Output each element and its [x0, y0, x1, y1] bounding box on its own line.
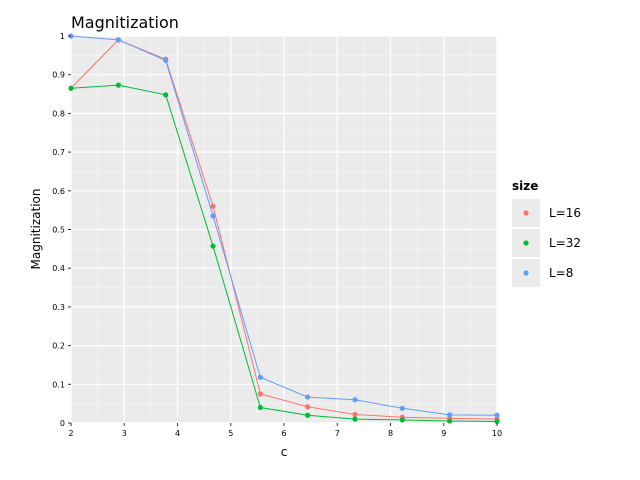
- y-axis-ticks: 0 0.1 0.2 0.3 0.4 0.5 0.6 0.7 0.8 0.9 1: [52, 32, 71, 428]
- data-point-l8: [115, 37, 121, 43]
- grid-lines: [70, 35, 498, 424]
- y-axis-label: Magnitization: [29, 189, 43, 270]
- data-point-l8: [352, 397, 358, 403]
- x-tick-label: 10: [492, 429, 502, 438]
- y-tick-label: 0.7: [52, 148, 65, 157]
- y-tick-label: 0.9: [52, 71, 65, 80]
- y-tick-label: 0.5: [52, 226, 65, 235]
- y-tick-label: 0: [60, 419, 65, 428]
- x-tick-label: 4: [175, 429, 180, 438]
- x-tick-label: 8: [388, 429, 393, 438]
- data-point-l8: [305, 394, 311, 400]
- data-point-l32: [305, 412, 311, 418]
- x-tick-label: 2: [68, 429, 73, 438]
- data-point-l16: [210, 203, 216, 209]
- y-tick-label: 0.6: [52, 187, 65, 196]
- x-tick-label: 7: [335, 429, 340, 438]
- data-point-l32: [447, 418, 453, 424]
- x-tick-label: 9: [441, 429, 446, 438]
- series-line-l8: [70, 35, 498, 416]
- legend-marker-l32: [523, 240, 529, 246]
- chart-title: Magnitization: [71, 13, 179, 32]
- data-point-l16: [257, 391, 263, 397]
- data-point-l32: [68, 85, 74, 91]
- legend: size L=16 L=32 L=8: [512, 179, 581, 287]
- data-point-l8: [210, 213, 216, 219]
- y-tick-label: 0.3: [52, 303, 65, 312]
- series-lines: [70, 35, 498, 422]
- data-point-l8: [257, 374, 263, 380]
- legend-label-l16: L=16: [549, 206, 581, 220]
- data-point-l32: [210, 243, 216, 249]
- data-point-l32: [115, 82, 121, 88]
- series-line-l32: [70, 84, 498, 422]
- data-point-l8: [163, 57, 169, 63]
- data-point-l32: [494, 418, 500, 425]
- data-point-l32: [399, 417, 405, 423]
- series-line-l16: [70, 39, 498, 420]
- data-point-l16: [352, 411, 358, 418]
- legend-label-l32: L=32: [549, 236, 581, 250]
- y-tick-label: 0.4: [52, 264, 65, 273]
- x-tick-label: 3: [122, 429, 127, 438]
- legend-title: size: [512, 179, 538, 193]
- data-point-l32: [257, 404, 263, 411]
- legend-marker-l16: [523, 210, 529, 216]
- y-tick-label: 0.2: [52, 342, 65, 351]
- x-axis-ticks: 2 3 4 5 6 7 8 9 10: [68, 423, 502, 438]
- data-point-l16: [305, 404, 311, 410]
- x-tick-label: 6: [281, 429, 286, 438]
- y-tick-label: 1: [60, 32, 65, 41]
- data-point-l8: [447, 412, 453, 418]
- data-point-l32: [163, 92, 169, 98]
- y-tick-label: 0.1: [52, 380, 65, 389]
- data-point-l8: [494, 412, 500, 418]
- legend-label-l8: L=8: [549, 266, 573, 280]
- x-tick-label: 5: [228, 429, 233, 438]
- series-points: [68, 33, 500, 425]
- data-point-l8: [399, 405, 405, 411]
- legend-items: L=16 L=32 L=8: [512, 199, 581, 287]
- data-point-l32: [352, 416, 358, 422]
- x-axis-label: c: [281, 445, 288, 459]
- legend-marker-l8: [523, 270, 529, 276]
- y-tick-label: 0.8: [52, 109, 65, 118]
